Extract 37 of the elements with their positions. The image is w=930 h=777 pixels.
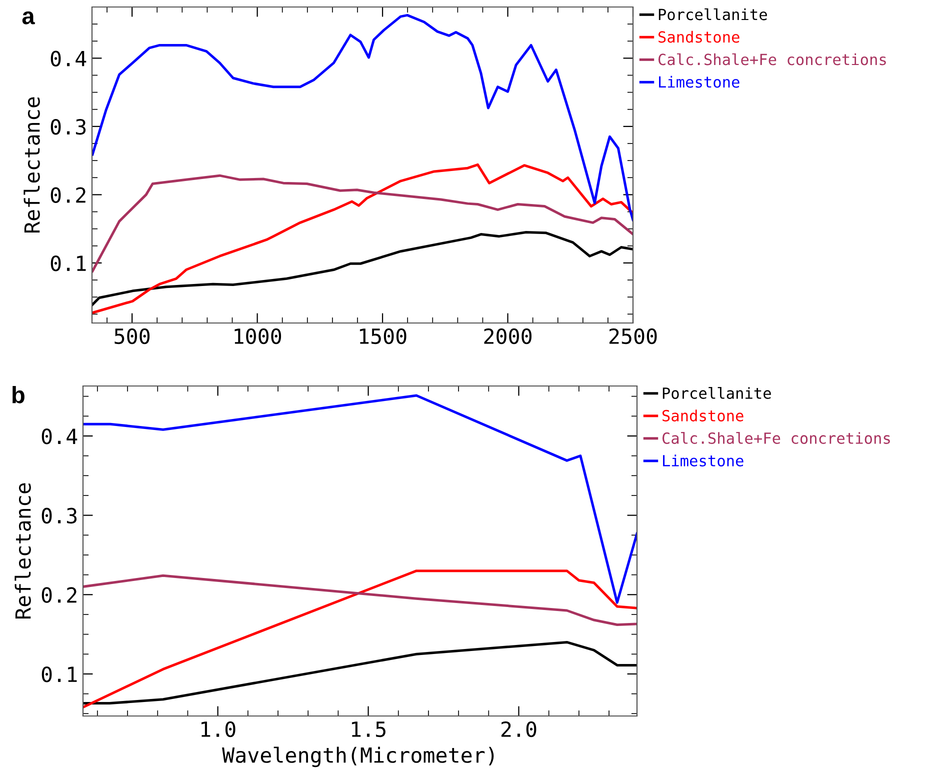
line-series [83,640,637,705]
x-tick-label: 2500 [609,328,657,344]
y-axis-title: Reflectance [24,97,40,233]
x-tick-label: 500 [114,328,150,344]
y-tick-label: 0.1 [42,666,77,682]
legend-label: Limestone [659,76,740,88]
y-tick-label: 0.2 [42,587,76,603]
chart-title: a [22,11,35,24]
legend-label: Sandstone [662,410,744,422]
legend-label: Porcellanite [662,387,771,399]
x-tick-label: 1000 [234,328,282,344]
chart-title: b [12,386,24,404]
y-tick-label: 0.3 [50,118,86,135]
line-series [92,174,633,272]
line-series [83,394,637,604]
y-tick-label: 0.3 [42,508,77,524]
line-series [92,230,633,306]
y-axis-title: Reflectance [14,483,31,619]
y-tick-label: 0.2 [50,187,86,203]
legend-label: Limestone [663,454,744,466]
x-tick-label: 1.0 [202,721,236,738]
line-series [83,574,637,626]
legend-label: Sandstone [658,30,740,43]
line-series [92,163,633,314]
legend-label: Calc.Shale+Fe concretions [662,432,890,444]
x-tick-label: 1500 [360,328,406,344]
line-series [83,570,637,709]
y-tick-label: 0.4 [42,428,78,444]
y-tick-label: 0.4 [50,50,86,66]
legend-label: Porcellanite [658,8,767,20]
x-tick-label: 1.5 [352,722,386,738]
line-series [92,14,633,222]
x-axis-title: Wavelength(Micrometer) [222,746,494,768]
legend-label: Calc.Shale+Fe concretions [658,53,886,66]
x-tick-label: 2.0 [501,721,536,738]
y-tick-label: 0.1 [50,255,86,272]
x-tick-label: 2000 [484,328,532,344]
